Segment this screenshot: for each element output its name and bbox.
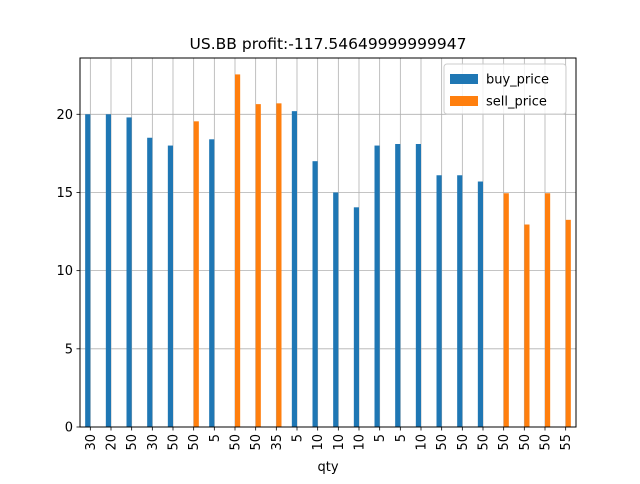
bar-buy-price <box>147 137 153 428</box>
legend-label-buy-price: buy_price <box>486 73 549 88</box>
y-tick-label: 5 <box>65 342 73 357</box>
plot-frame <box>79 57 577 428</box>
bar-sell-price <box>235 74 241 428</box>
bar-buy-price <box>395 143 401 427</box>
legend-swatch-buy-price <box>450 74 478 84</box>
chart-title: US.BB profit:-117.54649999999947 <box>190 35 467 53</box>
x-tick-label: 5 <box>373 434 388 442</box>
bar-buy-price <box>374 145 380 427</box>
bar-sell-price <box>193 121 199 427</box>
x-axis-label: qty <box>317 460 338 475</box>
x-tick-label: 30 <box>84 434 99 451</box>
bar-buy-price <box>209 139 215 427</box>
bar-buy-price <box>333 192 339 427</box>
x-tick-label: 50 <box>435 434 450 451</box>
x-tick-label: 50 <box>477 434 492 451</box>
bar-buy-price <box>436 175 442 427</box>
y-tick-label: 15 <box>56 186 73 201</box>
x-tick-label: 50 <box>187 434 202 451</box>
legend-label-sell-price: sell_price <box>486 95 547 110</box>
bar-sell-price <box>565 219 571 427</box>
bar-buy-price <box>85 114 91 427</box>
x-tick-label: 50 <box>249 434 264 451</box>
x-axis: 30 20 50 30 50 50 5 50 50 35 5 10 10 10 5 5 10 50 50 50 50 50… <box>84 427 574 451</box>
bar-buy-price <box>105 114 111 427</box>
bar-sell-price <box>524 224 530 427</box>
y-tick-label: 20 <box>56 108 73 123</box>
x-tick-label: 50 <box>456 434 471 451</box>
bar-buy-price <box>477 181 483 427</box>
y-tick-label: 0 <box>65 421 73 436</box>
bar-sell-price <box>276 103 282 427</box>
bar-buy-price <box>312 161 318 427</box>
x-tick-label: 30 <box>146 434 161 451</box>
x-tick-label: 10 <box>415 434 430 451</box>
y-axis: 0 5 10 15 20 <box>56 108 80 436</box>
x-tick-label: 50 <box>518 434 533 451</box>
x-tick-label: 55 <box>559 434 574 451</box>
x-tick-label: 5 <box>291 434 306 442</box>
bar-sell-price <box>255 104 261 427</box>
x-tick-label: 50 <box>167 434 182 451</box>
bar-buy-price <box>415 143 421 427</box>
x-tick-label: 50 <box>125 434 140 451</box>
x-tick-label: 50 <box>497 434 512 451</box>
x-tick-label: 20 <box>105 434 120 451</box>
bar-buy-price <box>126 117 132 427</box>
y-tick-label: 10 <box>56 264 73 279</box>
x-tick-label: 10 <box>332 434 347 451</box>
bar-sell-price <box>503 193 509 427</box>
x-tick-label: 5 <box>208 434 223 442</box>
x-tick-label: 35 <box>270 434 285 451</box>
bar-sell-price <box>545 193 551 427</box>
x-tick-label: 10 <box>311 434 326 451</box>
legend-swatch-sell-price <box>450 96 478 106</box>
x-tick-label: 10 <box>353 434 368 451</box>
x-tick-label: 50 <box>539 434 554 451</box>
x-tick-label: 5 <box>394 434 409 442</box>
bar-buy-price <box>167 145 173 427</box>
bar-buy-price <box>457 175 463 427</box>
bar-buy-price <box>353 207 359 427</box>
x-tick-label: 50 <box>229 434 244 451</box>
bar-buy-price <box>291 111 297 428</box>
bars <box>85 74 571 428</box>
legend: buy_price sell_price <box>443 63 567 115</box>
